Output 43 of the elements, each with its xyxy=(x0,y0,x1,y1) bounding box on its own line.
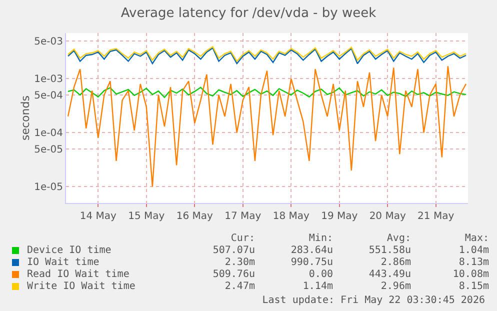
text: 509.76u xyxy=(212,269,255,281)
text: 507.07u xyxy=(212,245,255,257)
text: 2.30m xyxy=(224,257,255,269)
y-tick-label: 1e-04 xyxy=(34,128,63,140)
x-tick-label: 16 May xyxy=(176,211,214,222)
text: Avg: xyxy=(386,233,411,245)
y-tick-label: 5e-04 xyxy=(34,90,63,102)
x-tick-label: 14 May xyxy=(80,211,117,222)
legend-label: Device IO time xyxy=(26,245,112,257)
x-tick-label: 17 May xyxy=(224,211,262,222)
text: 0.00 xyxy=(308,269,333,281)
text: 8.15m xyxy=(458,281,489,293)
x-tick-label: 15 May xyxy=(128,211,165,222)
text: Min: xyxy=(308,233,333,245)
y-tick-label: 5e-05 xyxy=(34,144,63,156)
y-tick-label: 5e-03 xyxy=(34,36,63,48)
y-axis-title: seconds xyxy=(19,95,32,140)
line-series xyxy=(67,66,467,188)
text: Cur: xyxy=(230,233,255,245)
text: 1.14m xyxy=(302,281,333,293)
text: 1.04m xyxy=(458,245,489,257)
text: 10.08m xyxy=(452,269,489,281)
text: 443.49u xyxy=(368,269,411,281)
text: 2.86m xyxy=(380,257,411,269)
text: Max: xyxy=(464,233,489,245)
line-series xyxy=(67,86,467,98)
y-tick-label: 1e-05 xyxy=(34,182,63,194)
x-tick-label: 18 May xyxy=(272,211,310,222)
x-tick-label: 21 May xyxy=(418,211,454,222)
text: 990.75u xyxy=(290,257,333,269)
x-tick-label: 19 May xyxy=(321,211,358,222)
chart-title: Average latency for /dev/vda - by week xyxy=(120,6,377,21)
y-tick-label: 1e-03 xyxy=(34,74,63,86)
text: 551.58u xyxy=(368,245,411,257)
text: 2.47m xyxy=(224,281,255,293)
legend-label: IO Wait time xyxy=(26,257,100,269)
x-tick-label: 20 May xyxy=(369,211,406,222)
text: 8.13m xyxy=(458,257,489,269)
legend-label: Write IO Wait time xyxy=(26,281,136,293)
text: 2.96m xyxy=(380,281,411,293)
text: Last update: Fri May 22 03:30:45 2026 xyxy=(262,295,485,306)
text: 283.64u xyxy=(290,245,333,257)
legend-label: Read IO Wait time xyxy=(26,269,130,281)
